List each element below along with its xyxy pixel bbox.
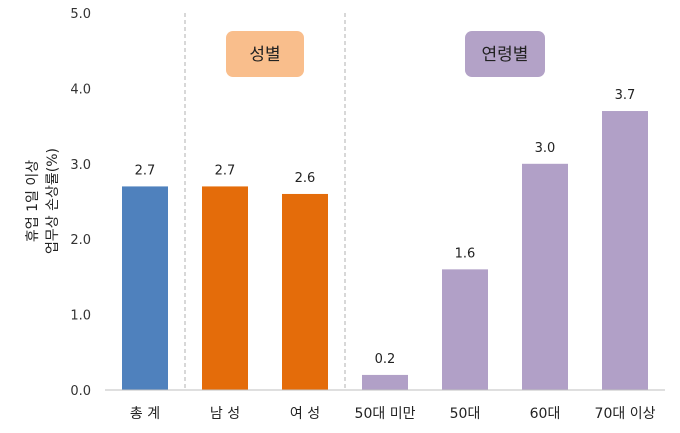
group-label-box: 연령별 — [465, 31, 545, 77]
x-tick-label: 60대 — [530, 406, 561, 422]
data-label: 1.6 — [455, 246, 476, 261]
group-label-text: 연령별 — [482, 45, 529, 65]
y-tick-labels: 0.0 1.0 2.0 3.0 4.0 5.0 — [70, 7, 91, 399]
data-labels: 2.7 2.7 2.6 0.2 1.6 3.0 3.7 — [135, 88, 636, 367]
x-tick-label: 남 성 — [210, 406, 240, 422]
y-axis-title-line-2: 업무상 손상률(%) — [45, 148, 61, 254]
data-label: 2.7 — [135, 163, 156, 178]
data-label: 2.6 — [295, 171, 316, 186]
y-axis-title-line-1: 휴업 1일 이상 — [25, 160, 41, 242]
data-label: 0.2 — [375, 352, 396, 367]
bar — [602, 111, 648, 391]
x-tick-label: 70대 이상 — [595, 406, 656, 422]
data-label: 2.7 — [215, 163, 236, 178]
x-tick-labels: 총 계 남 성 여 성 50대 미만 50대 60대 70대 이상 — [130, 406, 656, 422]
x-tick-label: 50대 미만 — [355, 406, 416, 422]
group-labels: 성별 연령별 — [226, 31, 545, 77]
y-axis-title: 휴업 1일 이상 업무상 손상률(%) — [25, 148, 61, 254]
bar — [282, 193, 328, 390]
y-tick-label: 3.0 — [70, 158, 91, 173]
y-tick-label: 2.0 — [70, 233, 91, 248]
bars — [122, 111, 648, 391]
bar — [522, 163, 568, 390]
x-tick-label: 총 계 — [130, 406, 160, 422]
bar — [202, 186, 248, 390]
y-tick-label: 4.0 — [70, 82, 91, 97]
bar — [122, 186, 168, 390]
y-tick-label: 5.0 — [70, 7, 91, 22]
bar — [442, 269, 488, 390]
y-tick-label: 0.0 — [70, 384, 91, 399]
x-tick-label: 여 성 — [290, 406, 320, 422]
data-label: 3.7 — [615, 88, 636, 103]
x-tick-label: 50대 — [450, 406, 481, 422]
bar — [362, 374, 408, 390]
group-label-background — [226, 31, 304, 77]
group-label-box: 성별 — [226, 31, 304, 77]
y-tick-label: 1.0 — [70, 309, 91, 324]
group-label-background — [465, 31, 545, 77]
group-label-text: 성별 — [249, 45, 280, 65]
data-label: 3.0 — [535, 141, 556, 156]
